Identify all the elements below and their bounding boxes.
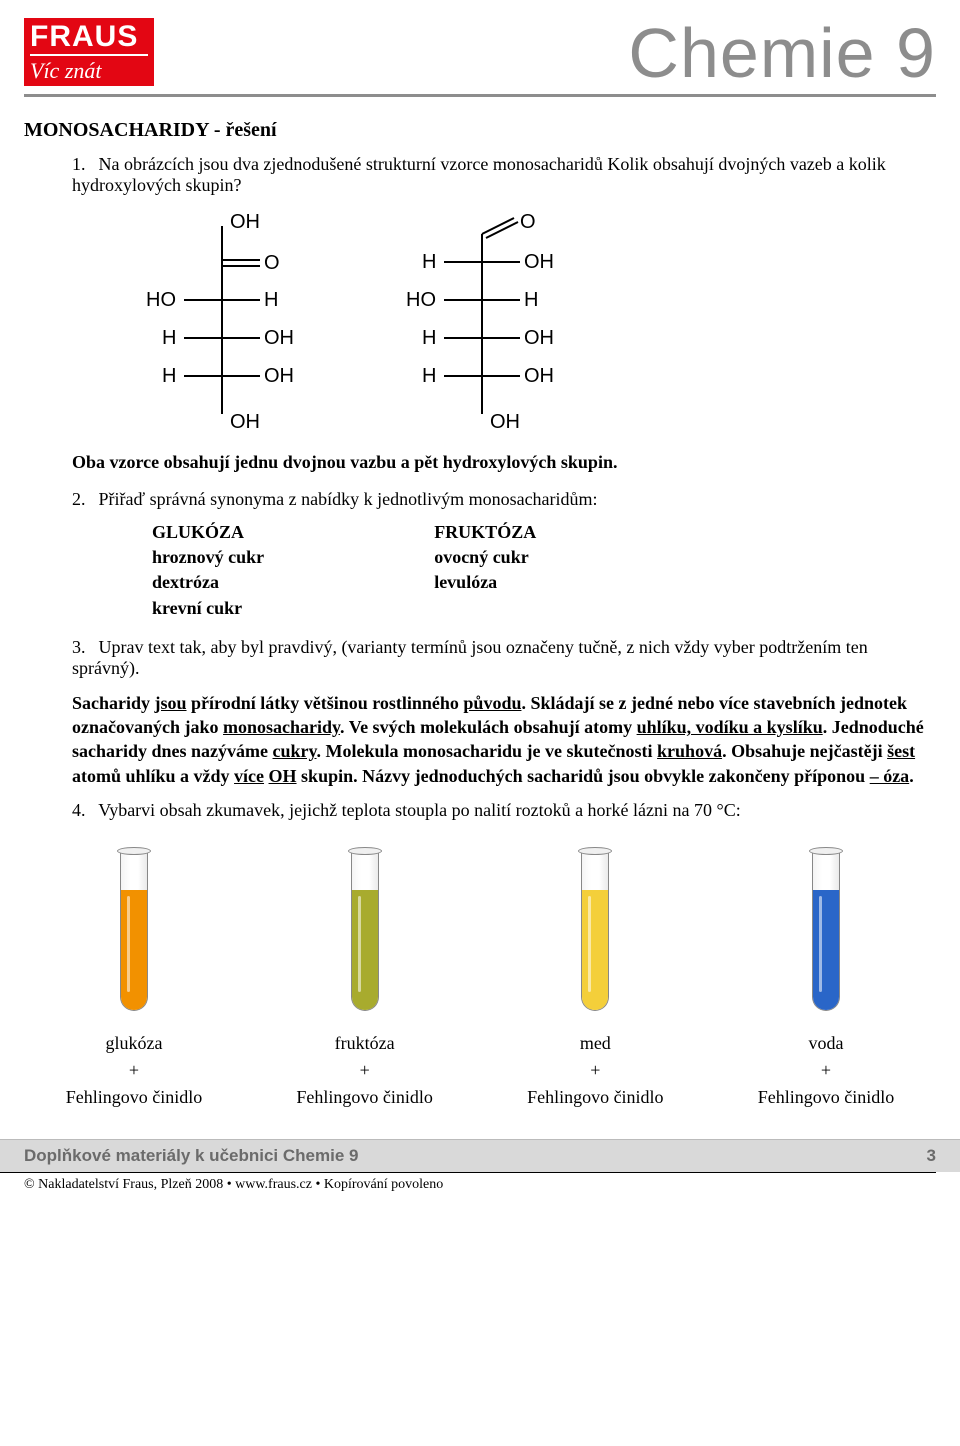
q2-text: Přiřaď správná synonyma z nabídky k jedn… [99, 489, 598, 509]
q3-text: Uprav text tak, aby byl pravdivý, (varia… [72, 637, 868, 678]
q1-text: Na obrázcích jsou dva zjednodušené struk… [72, 154, 886, 195]
logo: FRAUS Víc znát [24, 18, 154, 86]
tube-2-liquid [352, 890, 378, 1010]
page-header: FRAUS Víc znát Chemie 9 [24, 18, 936, 97]
book-title: Chemie 9 [628, 18, 936, 88]
question-4: 4. Vybarvi obsah zkumavek, jejichž teplo… [72, 800, 936, 821]
q4-text: Vybarvi obsah zkumavek, jejichž teplota … [98, 800, 741, 820]
syn-left-head: GLUKÓZA [152, 520, 264, 545]
svg-text:HO: HO [406, 289, 436, 311]
molecule-diagrams: OH O HO H H OH H OH OH [132, 214, 936, 434]
syn-right-b: levulóza [434, 570, 536, 595]
logo-brand: FRAUS [30, 22, 148, 52]
svg-text:H: H [422, 251, 436, 273]
tube-3: med + Fehlingovo činidlo [505, 851, 685, 1111]
q1-number: 1. [72, 154, 94, 175]
synonym-col-right: FRUKTÓZA ovocný cukr levulóza [434, 520, 536, 621]
q2-number: 2. [72, 489, 94, 510]
svg-text:H: H [162, 365, 176, 387]
syn-right-head: FRUKTÓZA [434, 520, 536, 545]
syn-left-b: dextróza [152, 570, 264, 595]
mol-l-top: OH [230, 214, 260, 233]
svg-text:HO: HO [146, 289, 176, 311]
tube-4: voda + Fehlingovo činidlo [736, 851, 916, 1111]
tube-2: fruktóza + Fehlingovo činidlo [275, 851, 455, 1111]
question-3: 3. Uprav text tak, aby byl pravdivý, (va… [72, 637, 936, 679]
svg-text:H: H [524, 289, 538, 311]
test-tubes-row: glukóza + Fehlingovo činidlo fruktóza + … [24, 851, 936, 1111]
syn-left-a: hroznový cukr [152, 545, 264, 570]
tube-3-liquid [582, 890, 608, 1010]
svg-text:O: O [520, 214, 536, 233]
tube-2-label: fruktóza + Fehlingovo činidlo [275, 1030, 455, 1111]
svg-text:H: H [422, 327, 436, 349]
svg-text:OH: OH [264, 365, 294, 387]
tube-1: glukóza + Fehlingovo činidlo [44, 851, 224, 1111]
svg-text:OH: OH [524, 251, 554, 273]
copyright: © Nakladatelství Fraus, Plzeň 2008 • www… [0, 1172, 936, 1203]
q3-paragraph: Sacharidy jsou přírodní látky většinou r… [72, 691, 936, 788]
question-1: 1. Na obrázcích jsou dva zjednodušené st… [72, 154, 936, 196]
q1-answer-text: Oba vzorce obsahují jednu dvojnou vazbu … [72, 452, 617, 472]
synonym-col-left: GLUKÓZA hroznový cukr dextróza krevní cu… [152, 520, 264, 621]
logo-tagline: Víc znát [30, 54, 148, 84]
q3-number: 3. [72, 637, 94, 658]
tube-4-liquid [813, 890, 839, 1010]
svg-text:O: O [264, 252, 280, 274]
svg-text:OH: OH [490, 411, 520, 433]
syn-right-a: ovocný cukr [434, 545, 536, 570]
molecule-left: OH O HO H H OH H OH OH [132, 214, 312, 434]
question-2: 2. Přiřaď správná synonyma z nabídky k j… [72, 489, 936, 510]
svg-text:OH: OH [524, 365, 554, 387]
tube-3-graphic [581, 851, 609, 1011]
svg-text:H: H [264, 289, 278, 311]
tube-2-graphic [351, 851, 379, 1011]
tube-4-graphic [812, 851, 840, 1011]
svg-text:H: H [162, 327, 176, 349]
tube-3-label: med + Fehlingovo činidlo [505, 1030, 685, 1111]
logo-red-box: FRAUS Víc znát [24, 18, 154, 86]
content-area: 1. Na obrázcích jsou dva zjednodušené st… [24, 154, 936, 1111]
syn-left-c: krevní cukr [152, 596, 264, 621]
footer-bar: Doplňkové materiály k učebnici Chemie 9 … [0, 1139, 960, 1172]
q1-answer: Oba vzorce obsahují jednu dvojnou vazbu … [72, 452, 936, 473]
q4-number: 4. [72, 800, 94, 821]
synonym-table: GLUKÓZA hroznový cukr dextróza krevní cu… [152, 520, 936, 621]
footer-text: Doplňkové materiály k učebnici Chemie 9 [24, 1146, 358, 1166]
tube-1-label: glukóza + Fehlingovo činidlo [44, 1030, 224, 1111]
section-title: MONOSACHARIDY - řešení [24, 119, 936, 142]
molecule-right: O H OH HO H H OH H OH OH [392, 214, 572, 434]
svg-text:OH: OH [264, 327, 294, 349]
svg-text:OH: OH [230, 411, 260, 433]
tube-1-liquid [121, 890, 147, 1010]
svg-text:OH: OH [524, 327, 554, 349]
svg-text:H: H [422, 365, 436, 387]
footer-page: 3 [927, 1146, 936, 1166]
tube-4-label: voda + Fehlingovo činidlo [736, 1030, 916, 1111]
tube-1-graphic [120, 851, 148, 1011]
